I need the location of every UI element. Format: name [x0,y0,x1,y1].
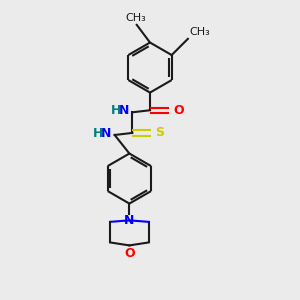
Text: S: S [155,126,164,140]
Text: H: H [111,104,121,117]
Text: CH₃: CH₃ [189,27,210,37]
Text: N: N [101,127,112,140]
Text: O: O [124,248,135,260]
Text: H: H [93,127,104,140]
Text: O: O [173,104,184,117]
Text: N: N [119,104,129,117]
Text: N: N [124,214,135,227]
Text: CH₃: CH₃ [125,13,146,23]
